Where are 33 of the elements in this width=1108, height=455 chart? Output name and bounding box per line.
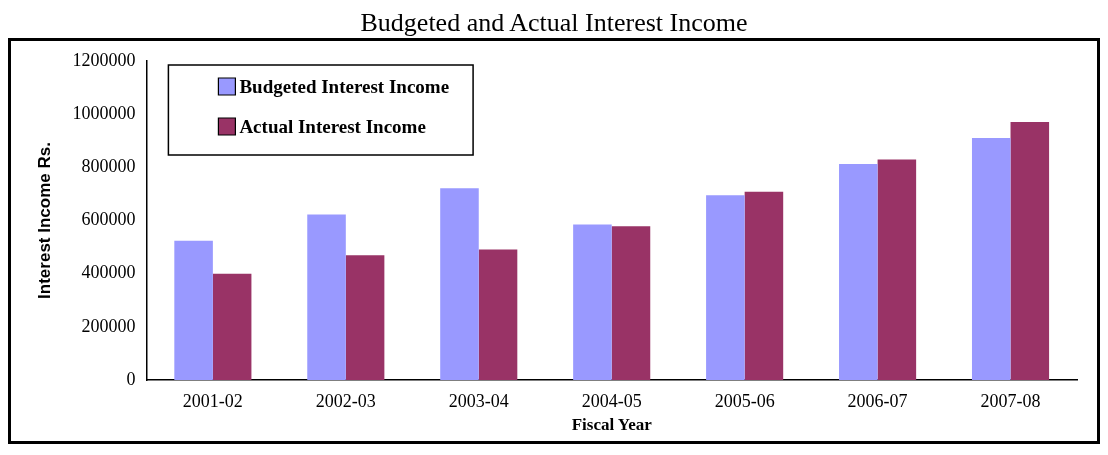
- x-tick-label: 2003-04: [448, 390, 509, 411]
- y-tick-label: 1200000: [72, 49, 136, 70]
- x-axis-title: Fiscal Year: [571, 415, 653, 435]
- bar: [307, 214, 346, 380]
- y-tick-label: 600000: [81, 209, 136, 230]
- bar: [611, 226, 651, 380]
- bar: [971, 138, 1011, 380]
- y-tick-label: 800000: [81, 156, 136, 177]
- x-tick-label: 2007-08: [980, 390, 1041, 411]
- bar: [744, 191, 784, 380]
- x-tick-label: 2006-07: [847, 390, 908, 411]
- bar: [478, 249, 518, 380]
- bar: [174, 240, 213, 380]
- bar: [839, 163, 878, 380]
- y-axis-title: Interest Income Rs.: [34, 142, 54, 299]
- bar: [440, 188, 479, 380]
- y-tick-label: 1000000: [72, 102, 136, 123]
- x-tick-label: 2001-02: [182, 390, 243, 411]
- bar: [877, 159, 917, 380]
- chart-title: Budgeted and Actual Interest Income: [359, 8, 749, 38]
- y-tick-label: 400000: [81, 262, 136, 283]
- bar: [1010, 121, 1050, 380]
- bar: [573, 224, 612, 380]
- bar: [706, 195, 745, 380]
- x-tick-label: 2005-06: [714, 390, 775, 411]
- legend-label: Actual Interest Income: [239, 116, 426, 137]
- legend-label: Budgeted Interest Income: [239, 76, 450, 97]
- x-tick-label: 2004-05: [581, 390, 642, 411]
- y-tick-label: 0: [126, 368, 136, 389]
- y-tick-label: 200000: [81, 315, 136, 336]
- bar: [212, 273, 252, 380]
- x-tick-label: 2002-03: [315, 390, 376, 411]
- bar: [345, 255, 385, 380]
